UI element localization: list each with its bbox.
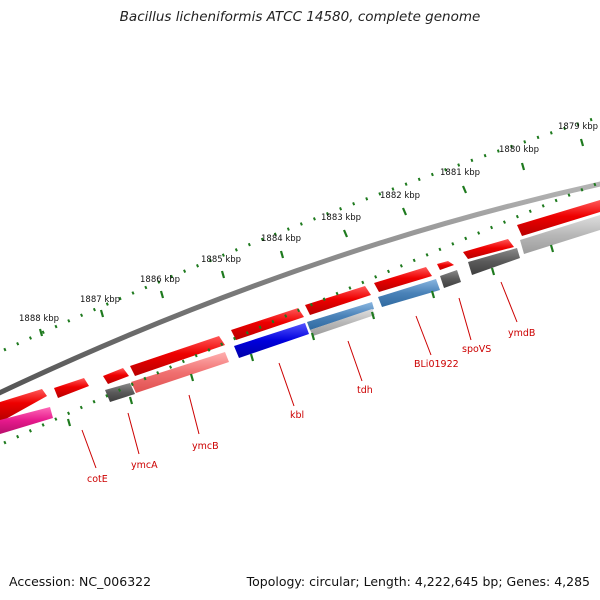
gene-label-cotE: cotE xyxy=(87,474,108,485)
reverse-cds-steel xyxy=(307,302,374,330)
gene-label-ymdB: ymdB xyxy=(508,328,535,339)
gene-label-group: cotE ymcA ymcB kbl tdh BLi01922 spoVS ym… xyxy=(87,328,535,485)
forward-cds-arrow xyxy=(103,368,129,384)
reverse-feature-gray xyxy=(440,270,461,288)
kbp-label-group: 1879 kbp 1880 kbp 1881 kbp 1882 kbp 1883… xyxy=(19,122,598,324)
forward-cds-arrow xyxy=(517,200,600,236)
forward-cds-arrow xyxy=(130,336,225,376)
genome-backbone xyxy=(0,181,600,396)
gene-label-spoVS: spoVS xyxy=(462,344,491,355)
gene-label-ymcA: ymcA xyxy=(131,460,158,471)
gene-label-tdh: tdh xyxy=(357,385,373,396)
kbp-label: 1883 kbp xyxy=(321,213,361,223)
reverse-feature-gray xyxy=(105,383,135,402)
kbp-label: 1888 kbp xyxy=(19,314,59,324)
forward-cds-arrow xyxy=(463,239,514,259)
reverse-cds-blue xyxy=(234,323,309,358)
inner-major-ticks xyxy=(66,244,555,427)
reverse-feature-gray xyxy=(468,248,520,275)
reverse-cds-pink xyxy=(131,352,229,393)
forward-cds-arrow xyxy=(0,389,47,420)
gene-label-kbl: kbl xyxy=(290,410,304,421)
kbp-label: 1880 kbp xyxy=(499,145,539,155)
genome-summary-text: Topology: circular; Length: 4,222,645 bp… xyxy=(246,574,590,589)
map-title: Bacillus licheniformis ATCC 14580, compl… xyxy=(119,9,481,25)
kbp-label: 1887 kbp xyxy=(80,295,120,305)
reverse-feature-light-gray xyxy=(310,309,375,336)
gene-label-BLi01922: BLi01922 xyxy=(414,359,459,370)
forward-cds-arrow xyxy=(305,286,371,315)
gene-label-ymcB: ymcB xyxy=(192,441,219,452)
kbp-label: 1885 kbp xyxy=(201,255,241,265)
reverse-cds-steel xyxy=(378,279,440,307)
kbp-label: 1884 kbp xyxy=(261,234,301,244)
forward-strand xyxy=(0,200,600,420)
kbp-label: 1881 kbp xyxy=(440,168,480,178)
gene-leader-lines xyxy=(81,281,518,469)
kbp-label: 1882 kbp xyxy=(380,191,420,201)
reverse-feature-light-gray xyxy=(520,215,600,254)
kbp-label: 1879 kbp xyxy=(558,122,598,132)
accession-text: Accession: NC_006322 xyxy=(9,574,152,589)
major-ticks xyxy=(38,138,585,337)
reverse-feature-magenta xyxy=(0,407,53,434)
forward-cds-arrow xyxy=(54,378,89,398)
forward-cds-arrow xyxy=(437,261,454,270)
forward-cds-arrow xyxy=(374,267,432,292)
reverse-strand xyxy=(0,215,600,434)
kbp-label: 1886 kbp xyxy=(140,275,180,285)
